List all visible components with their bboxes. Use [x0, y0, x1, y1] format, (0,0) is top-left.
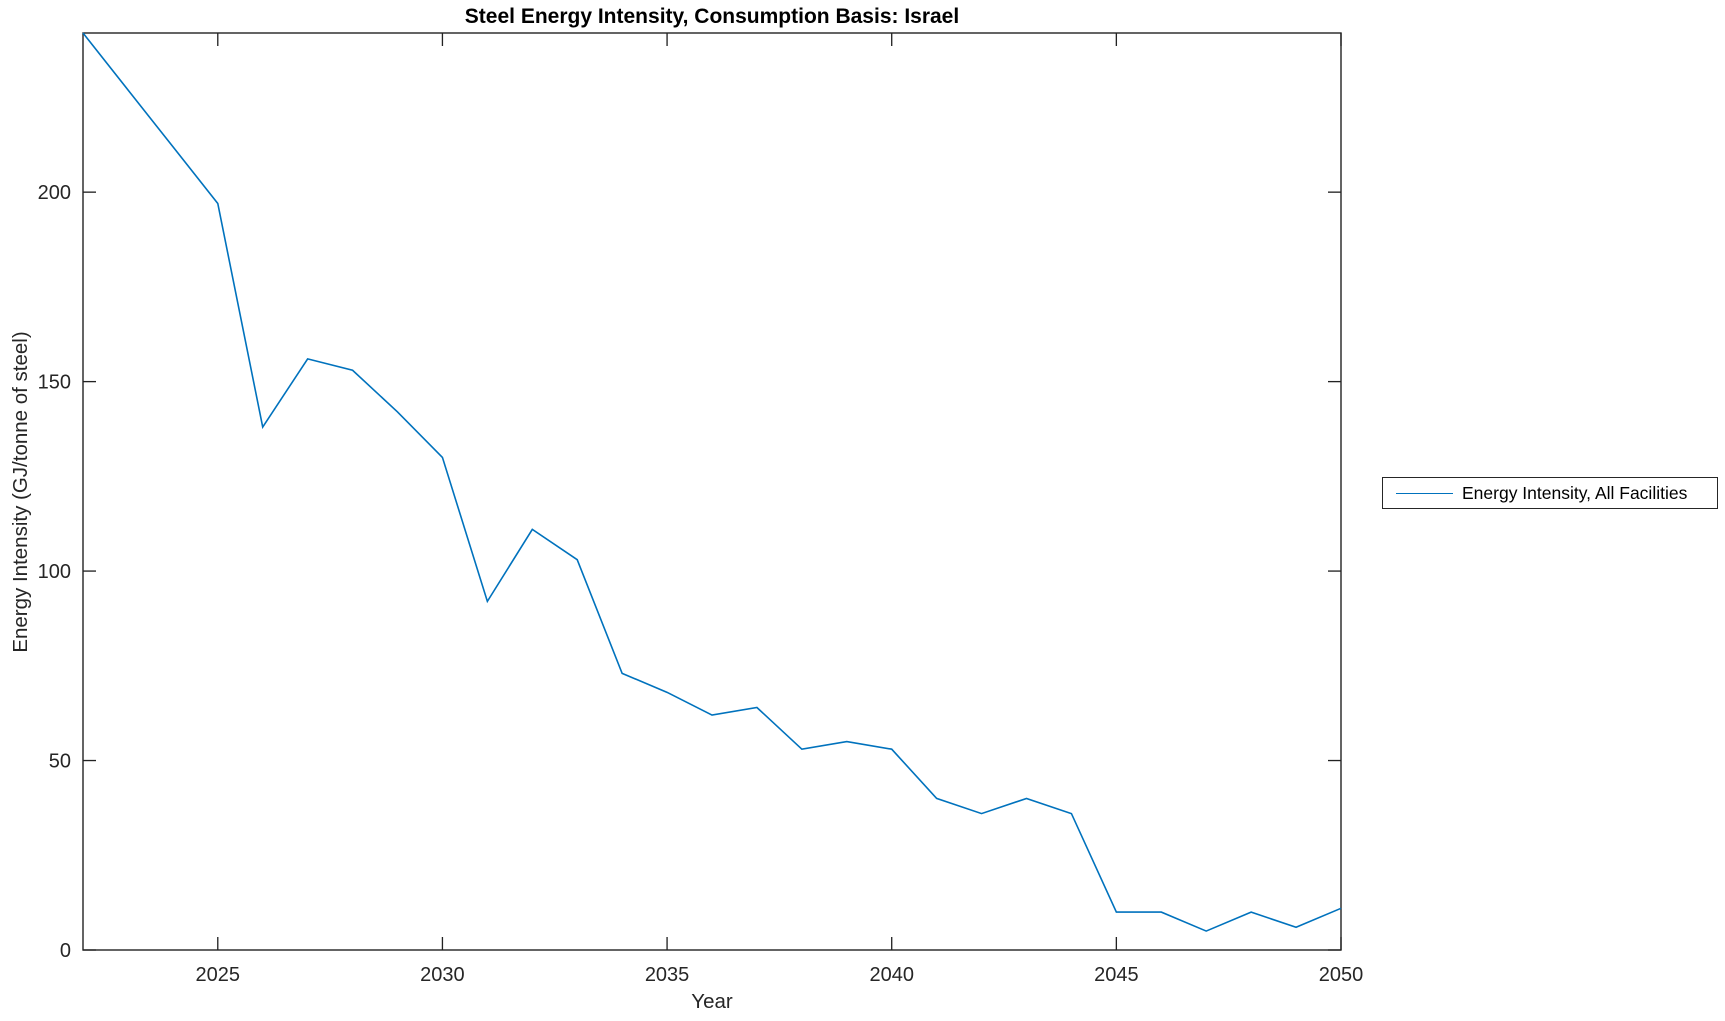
x-tick-label: 2025 [196, 964, 241, 986]
y-tick-label: 50 [49, 751, 71, 773]
y-tick-label: 150 [38, 372, 71, 394]
y-tick-label: 0 [60, 940, 71, 962]
y-tick-label: 200 [38, 182, 71, 204]
series-line [82, 32, 1342, 932]
axes-box [82, 32, 1342, 951]
x-tick-label: 2030 [420, 964, 465, 986]
x-axis-label: Year [691, 990, 733, 1013]
y-tick-label: 100 [38, 561, 71, 583]
legend: Energy Intensity, All Facilities [1382, 477, 1718, 509]
x-tick-label: 2035 [645, 964, 690, 986]
x-tick-label: 2040 [869, 964, 914, 986]
legend-item-label: Energy Intensity, All Facilities [1462, 482, 1688, 503]
x-tick-label: 2045 [1094, 964, 1139, 986]
legend-line-sample [1396, 492, 1453, 494]
y-axis-label: Energy Intensity (GJ/tonne of steel) [9, 331, 32, 653]
chart-title: Steel Energy Intensity, Consumption Basi… [464, 5, 960, 28]
x-tick-label: 2050 [1319, 964, 1364, 986]
